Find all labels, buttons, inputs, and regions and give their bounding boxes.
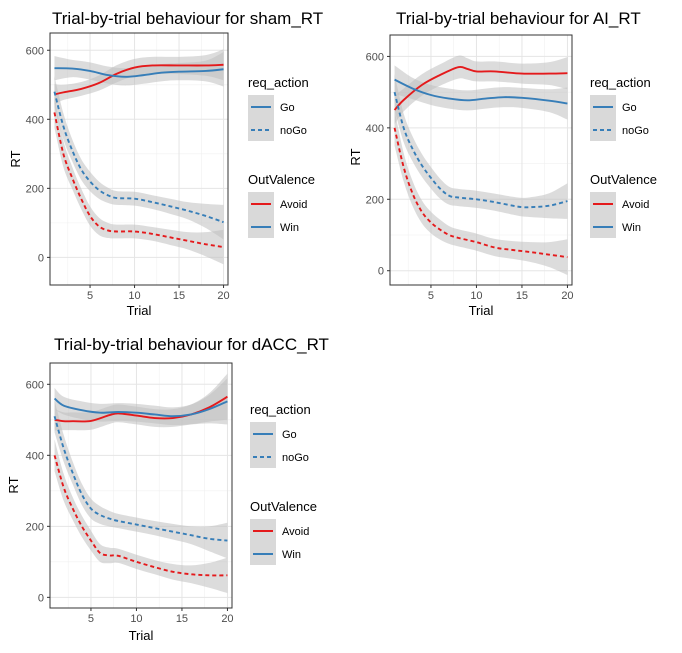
legend-title-action: req_action [590,75,651,90]
confidence-band [54,51,224,87]
series-line-nogo-avoid [53,455,228,577]
legend-key-bg [248,95,274,141]
y-axis-label: RT [6,476,21,493]
legend-title-valence: OutValence [590,172,657,187]
y-tick-label: 400 [26,114,44,126]
legend: req_action Go noGo OutValence Avoid Win [590,75,657,238]
panel-title: Trial-by-trial behaviour for sham_RT [52,9,323,28]
y-tick-label: 200 [366,194,384,206]
legend-key-bg [590,95,616,141]
y-tick-label: 0 [38,252,44,264]
legend-label-go: Go [280,102,295,114]
legend-label-go: Go [622,102,637,114]
x-axis-label: Trial [127,303,152,318]
series-line-nogo-avoid [53,112,224,248]
y-tick-label: 600 [366,51,384,63]
y-axis-label: RT [8,150,23,167]
plot-border [49,362,233,609]
legend-label-win: Win [622,222,641,234]
legend-label-avoid: Avoid [622,199,649,211]
series-line-nogo-avoid [393,127,568,259]
series-line-go-win [54,67,224,78]
legend-key-bg [250,422,276,468]
legend-label-nogo: noGo [622,125,649,137]
x-tick-label: 10 [130,613,142,625]
series-lines [49,362,233,609]
x-axis-label: Trial [129,628,154,643]
legend-label-go: Go [282,429,297,441]
y-tick-label: 0 [38,592,44,604]
y-tick-label: 400 [26,450,44,462]
y-tick-label: 0 [378,266,384,278]
legend-title-valence: OutValence [250,499,317,514]
series-line-nogo-win [393,91,568,209]
legend-label-nogo: noGo [282,452,309,464]
x-tick-label: 5 [87,290,93,302]
x-tick-label: 20 [217,290,229,302]
confidence-band [54,96,224,265]
y-tick-label: 200 [26,183,44,195]
legend-key-bg [250,519,276,565]
x-axis-label: Trial [469,303,494,318]
panel-ai: Trial-by-trial behaviour for AI_RT 5 10 15… [348,9,657,318]
legend-label-avoid: Avoid [280,199,307,211]
legend-label-win: Win [280,222,299,234]
confidence-band [54,400,228,559]
legend-title-action: req_action [248,75,309,90]
y-tick-label: 600 [26,379,44,391]
y-tick-label: 400 [366,123,384,135]
x-tick-label: 15 [516,290,528,302]
x-tick-label: 10 [128,290,140,302]
legend-label-avoid: Avoid [282,526,309,538]
series-lines [389,34,573,286]
panel-dacc: Trial-by-trial behaviour for dACC_RT 5 10… [6,335,329,643]
legend-label-win: Win [282,549,301,561]
confidence-band [54,439,228,594]
confidence-band [394,110,568,275]
confidence-bands [54,49,224,265]
panel-sham: Trial-by-trial behaviour for sham_RT 5 10… [8,9,323,318]
series-line-nogo-win [53,91,224,224]
x-tick-label: 15 [173,290,185,302]
x-tick-label: 5 [88,613,94,625]
plot-border [389,34,573,286]
series-line-go-avoid [54,63,224,96]
x-tick-label: 10 [470,290,482,302]
panel-title: Trial-by-trial behaviour for dACC_RT [54,335,329,354]
legend-key-bg [590,192,616,238]
panel-title: Trial-by-trial behaviour for AI_RT [396,9,641,28]
legend-title-valence: OutValence [248,172,315,187]
y-tick-label: 600 [26,45,44,57]
legend-title-action: req_action [250,402,311,417]
y-axis-label: RT [348,148,363,165]
x-tick-label: 5 [428,290,434,302]
x-tick-label: 15 [176,613,188,625]
series-line-go-win [394,78,568,105]
x-tick-label: 20 [561,290,573,302]
legend: req_action Go noGo OutValence Avoid Win [248,75,315,238]
series-lines [49,32,229,286]
confidence-band [394,65,568,120]
plot-border [49,32,229,286]
legend-key-bg [248,192,274,238]
series-line-go-win [53,397,228,418]
confidence-band [394,74,568,219]
legend: req_action Go noGo OutValence Avoid Win [250,402,317,565]
confidence-band [394,55,568,125]
confidence-band [54,76,224,240]
legend-label-nogo: noGo [280,125,307,137]
y-tick-label: 200 [26,521,44,533]
x-tick-label: 20 [221,613,233,625]
confidence-bands [394,55,568,275]
